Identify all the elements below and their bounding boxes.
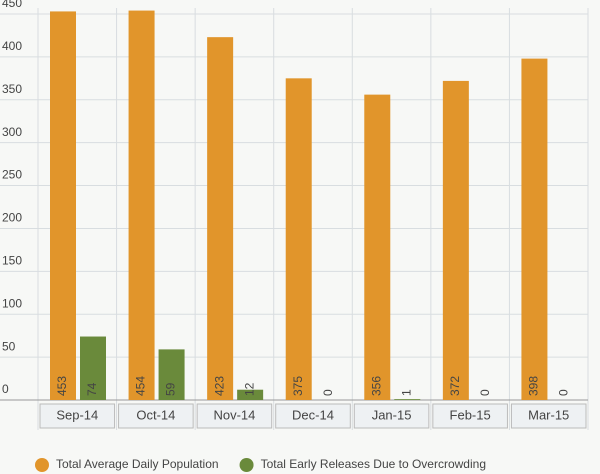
data-label: 12 xyxy=(242,382,256,396)
x-tick-label: Oct-14 xyxy=(136,407,175,422)
data-label: 0 xyxy=(478,389,492,396)
x-tick-label: Jan-15 xyxy=(372,407,412,422)
bar xyxy=(128,10,155,401)
bar xyxy=(364,94,391,401)
category-box xyxy=(196,403,273,429)
data-label: 454 xyxy=(134,376,148,396)
y-tick-label: 400 xyxy=(2,39,22,53)
y-tick-label: 450 xyxy=(2,0,22,10)
data-label: 356 xyxy=(369,376,383,396)
y-tick-label: 50 xyxy=(2,339,16,353)
bar xyxy=(237,389,264,400)
legend-label: Total Average Daily Population xyxy=(56,457,219,471)
data-label: 398 xyxy=(527,376,541,396)
y-tick-label: 150 xyxy=(2,254,22,268)
data-label: 74 xyxy=(85,382,99,396)
category-box xyxy=(432,403,508,429)
bar xyxy=(394,399,421,400)
y-tick-label: 250 xyxy=(2,168,22,182)
bar xyxy=(521,58,548,401)
data-label: 0 xyxy=(557,389,571,396)
bar xyxy=(50,11,76,400)
category-box xyxy=(118,403,194,429)
data-label: 1 xyxy=(399,389,413,396)
bar xyxy=(442,80,469,400)
bar xyxy=(158,349,185,400)
bar xyxy=(80,336,106,400)
bar xyxy=(285,78,312,400)
legend-label: Total Early Releases Due to Overcrowding xyxy=(261,457,486,471)
data-label: 372 xyxy=(448,376,462,396)
category-box xyxy=(353,403,430,429)
y-tick-label: 350 xyxy=(2,82,22,96)
data-label: 0 xyxy=(321,389,335,396)
category-box xyxy=(39,403,116,429)
x-tick-label: Nov-14 xyxy=(213,407,255,422)
y-tick-label: 300 xyxy=(2,125,22,139)
bar xyxy=(207,37,234,400)
data-label: 423 xyxy=(212,376,226,396)
x-tick-label: Dec-14 xyxy=(292,407,334,422)
x-tick-label: Feb-15 xyxy=(450,407,491,422)
y-tick-label: 100 xyxy=(2,296,22,310)
category-box xyxy=(510,403,587,429)
data-label: 453 xyxy=(55,376,69,396)
data-label: 59 xyxy=(164,382,178,396)
x-tick-label: Sep-14 xyxy=(56,407,98,422)
legend-swatch xyxy=(239,458,254,472)
y-tick-label: 0 xyxy=(2,382,9,396)
data-label: 375 xyxy=(291,376,305,396)
x-tick-label: Mar-15 xyxy=(528,407,569,422)
y-tick-label: 200 xyxy=(2,211,22,225)
category-box xyxy=(275,403,351,429)
legend-swatch xyxy=(35,458,49,472)
